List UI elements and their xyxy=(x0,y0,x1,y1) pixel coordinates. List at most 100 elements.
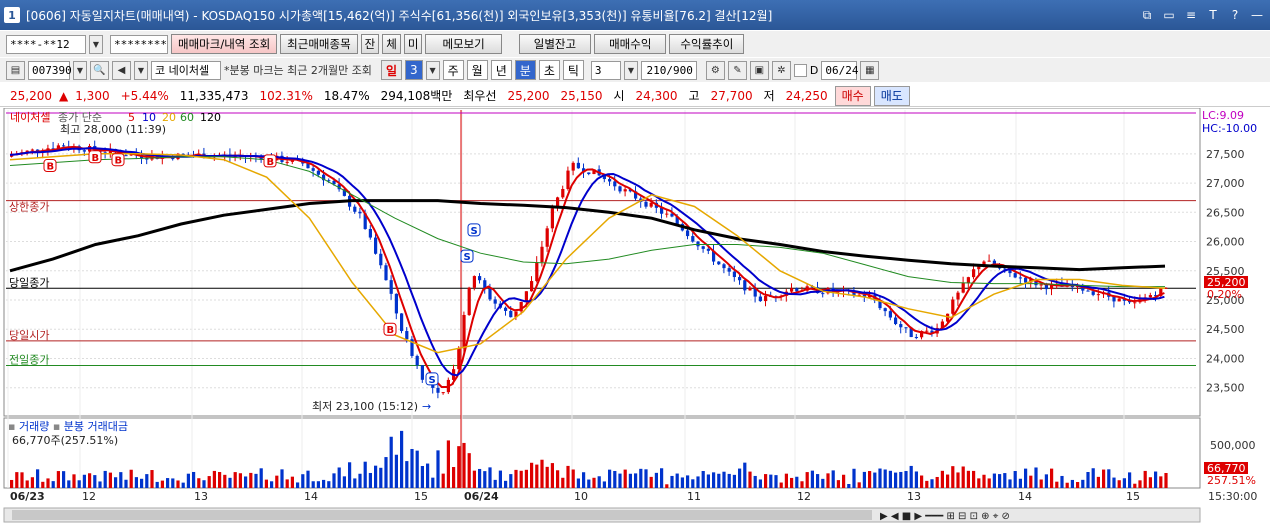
date-input[interactable]: 06/24 xyxy=(821,60,859,80)
volume-bar xyxy=(1055,481,1059,488)
candle-body xyxy=(62,145,66,147)
candle-body xyxy=(56,145,60,150)
candle-body xyxy=(524,291,528,302)
candle-body xyxy=(181,153,185,155)
volume-bar xyxy=(244,476,248,488)
trade-mark-query-button[interactable]: 매매마크/내역 조회 xyxy=(171,34,278,54)
return-trend-button[interactable]: 수익률추이 xyxy=(669,34,745,54)
period-day-count[interactable]: 3 xyxy=(404,60,423,80)
change-pct: +5.44% xyxy=(120,88,169,103)
candle-body xyxy=(379,253,383,266)
period-tick[interactable]: 틱 xyxy=(562,60,584,80)
period-day[interactable]: 일 xyxy=(380,60,402,80)
period-minute[interactable]: 분 xyxy=(514,60,536,80)
speaker-dropdown-icon[interactable]: ▼ xyxy=(134,60,148,80)
candle-body xyxy=(285,161,289,163)
help-icon[interactable]: ? xyxy=(1231,8,1239,22)
volume-bar xyxy=(660,468,664,488)
restore-icon[interactable]: ⧉ xyxy=(1142,7,1152,22)
interval-dropdown-icon[interactable]: ▼ xyxy=(623,60,638,80)
candle-body xyxy=(1024,277,1028,283)
daily-balance-button[interactable]: 일별잔고 xyxy=(518,34,592,54)
period-week[interactable]: 주 xyxy=(442,60,464,80)
candle-body xyxy=(394,293,398,314)
calendar-icon[interactable]: ▦ xyxy=(860,60,880,80)
candle-body xyxy=(909,327,913,338)
stock-code-input[interactable]: 007390 xyxy=(28,60,72,80)
volume-bar xyxy=(363,461,367,488)
maximize-icon[interactable]: ▭ xyxy=(1163,8,1175,22)
volume-bar xyxy=(561,477,565,488)
tools-icon[interactable]: ✎ xyxy=(727,60,747,80)
stock-name-field[interactable]: 코 네이처셀 xyxy=(151,60,221,80)
volume-bar xyxy=(1107,469,1111,488)
volume-bar xyxy=(873,472,877,488)
volume-bar xyxy=(426,463,430,488)
account-number-field[interactable]: ****-**12 xyxy=(6,34,86,54)
candle-body xyxy=(1086,290,1090,292)
font-icon[interactable]: T xyxy=(1209,8,1217,22)
indicator-icon[interactable]: ⚙ xyxy=(705,60,725,80)
volume-bar xyxy=(280,469,284,488)
account-dropdown-icon[interactable]: ▼ xyxy=(89,34,103,54)
candle-body xyxy=(332,180,336,185)
y-tick-label: 27,500 xyxy=(1206,148,1245,161)
price-chart[interactable]: 전일종가 당일시가 당일종가 상한종가 B B B B B S S S 27,500 27,000 26… xyxy=(0,108,1270,526)
period-year[interactable]: 년 xyxy=(490,60,512,80)
volume-bar xyxy=(108,472,112,488)
volume-bar xyxy=(956,472,960,488)
candle-body xyxy=(899,324,903,328)
balance-button[interactable]: 잔 xyxy=(360,34,380,54)
password-field[interactable]: ******** xyxy=(110,34,168,54)
menu-icon[interactable]: ≡ xyxy=(1185,8,1197,22)
count-field[interactable]: 210/900 xyxy=(640,60,697,80)
candle-body xyxy=(992,260,996,267)
scroll-controls-icon[interactable]: ▶ ◀ ■ ▶ ━━━ ⊞ ⊟ ⊡ ⊕ ⌖ ⊘ xyxy=(880,511,1010,522)
volume-bar xyxy=(1081,479,1085,488)
candle-body xyxy=(914,337,918,339)
unfilled-button[interactable]: 미 xyxy=(403,34,423,54)
interval-input[interactable]: 3 xyxy=(590,60,621,80)
volume-bar xyxy=(264,479,268,488)
memo-button[interactable]: 메모보기 xyxy=(425,34,502,54)
y-tick-label: 24,000 xyxy=(1206,352,1245,365)
candle-body xyxy=(363,213,367,229)
volume-bar xyxy=(332,473,336,488)
candle-body xyxy=(956,292,960,300)
save-icon[interactable]: ▣ xyxy=(749,60,769,80)
period-month[interactable]: 월 xyxy=(466,60,488,80)
candle-body xyxy=(493,299,497,304)
volume-bar xyxy=(290,476,294,488)
layout-icon[interactable]: ▤ xyxy=(6,60,25,80)
volume-bar xyxy=(1128,472,1132,488)
minimize-icon[interactable]: — xyxy=(1251,8,1263,22)
ma120-line xyxy=(9,199,1166,273)
volume-bar xyxy=(1112,477,1116,488)
candle-body xyxy=(649,202,653,207)
candle-body xyxy=(758,296,762,302)
code-dropdown-icon[interactable]: ▼ xyxy=(73,60,87,80)
candle-body xyxy=(608,179,612,182)
trade-profit-button[interactable]: 매매수익 xyxy=(594,34,667,54)
scrollbar-thumb[interactable] xyxy=(12,510,872,520)
volume-bar xyxy=(457,446,461,488)
speaker-icon[interactable]: ◀ xyxy=(112,60,131,80)
recent-trades-button[interactable]: 최근매매종목 xyxy=(280,34,358,54)
volume-bar xyxy=(301,474,305,488)
volume-bar xyxy=(10,479,14,488)
period-dropdown-icon[interactable]: ▼ xyxy=(425,60,440,80)
volume-bar xyxy=(868,471,872,488)
executed-button[interactable]: 체 xyxy=(382,34,401,54)
settings-icon[interactable]: ✲ xyxy=(771,60,791,80)
date-checkbox[interactable] xyxy=(793,63,807,77)
search-icon[interactable]: 🔍 xyxy=(90,60,109,80)
candle-body xyxy=(441,392,445,394)
buy-button[interactable]: 매수 xyxy=(834,85,871,106)
volume-bar xyxy=(966,470,970,488)
sell-button[interactable]: 매도 xyxy=(873,85,910,106)
volume-value-label: 66,770주(257.51%) xyxy=(12,434,118,447)
period-second[interactable]: 초 xyxy=(538,60,560,80)
volume-bar xyxy=(774,475,778,488)
candle-body xyxy=(1096,294,1100,296)
high-note: 최고 28,000 (11:39) xyxy=(60,123,166,136)
